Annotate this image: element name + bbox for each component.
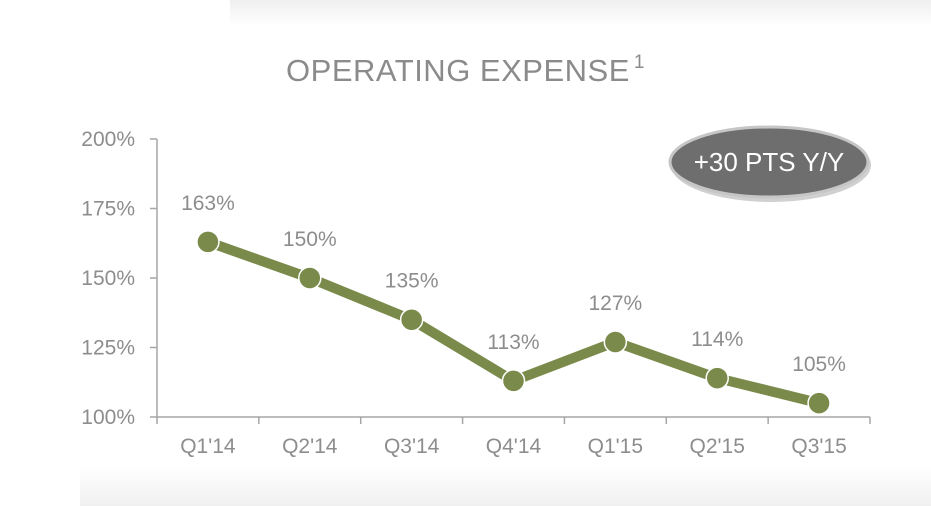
y-tick-label: 200% (81, 128, 135, 151)
x-tick-label: Q1'14 (180, 435, 236, 458)
data-label: 127% (588, 292, 642, 315)
data-point (603, 330, 628, 354)
data-point (501, 369, 526, 393)
title-footnote-marker: 1 (633, 51, 645, 73)
bottom-shadow (80, 466, 931, 506)
x-tick-label: Q4'14 (486, 435, 542, 458)
x-tick-label: Q3'14 (384, 435, 440, 458)
data-point (196, 230, 220, 254)
annotation-badge-text: +30 PTS Y/Y (694, 147, 845, 177)
x-tick-label: Q2'14 (282, 435, 338, 458)
chart-title: OPERATING EXPENSE 1 (0, 51, 931, 89)
chart-title-text: OPERATING EXPENSE (286, 53, 630, 88)
data-label: 113% (487, 331, 539, 354)
x-tick-label: Q2'15 (690, 435, 745, 458)
data-label: 114% (691, 328, 743, 351)
annotation-badge (668, 125, 870, 199)
data-label: 150% (283, 228, 337, 251)
data-point (399, 307, 424, 332)
data-point (807, 391, 831, 415)
y-tick-label: 100% (81, 406, 135, 429)
top-shadow (230, 0, 931, 26)
x-tick-label: Q3'15 (791, 435, 846, 458)
y-tick-label: 175% (81, 198, 135, 221)
data-label: 163% (181, 192, 235, 215)
y-tick-label: 150% (81, 267, 135, 290)
x-tick-label: Q1'15 (588, 435, 643, 458)
data-point (298, 266, 322, 290)
data-label: 135% (385, 270, 439, 293)
data-point (705, 366, 729, 390)
data-label: 105% (792, 353, 846, 376)
y-tick-label: 125% (81, 337, 135, 360)
